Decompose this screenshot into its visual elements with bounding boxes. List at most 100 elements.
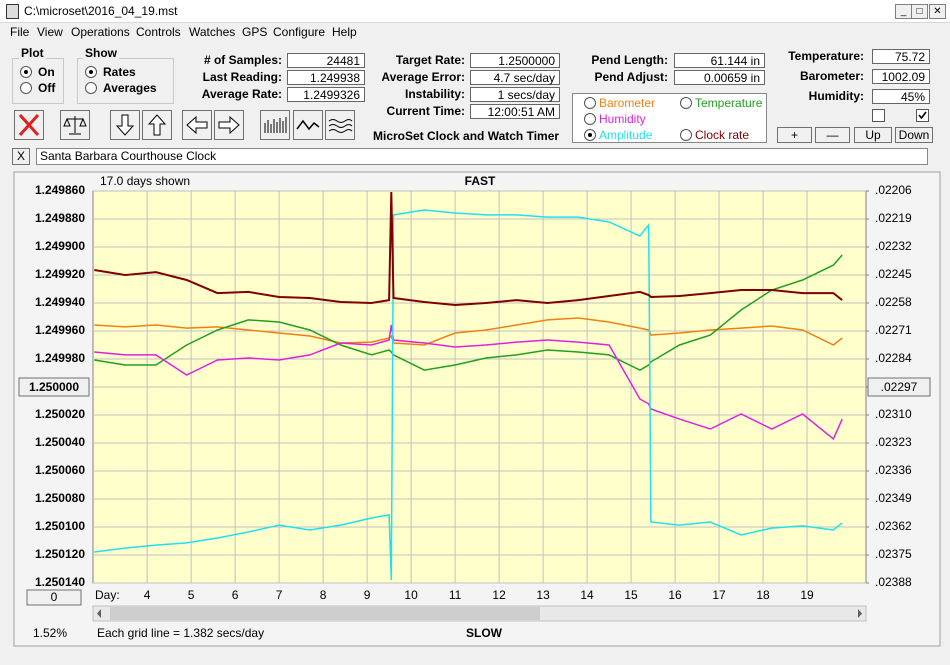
radio[interactable] — [20, 82, 32, 94]
legend-label[interactable]: Clock rate — [695, 128, 750, 142]
field-value[interactable]: 24481 — [287, 53, 365, 68]
x-tick-label: 15 — [624, 588, 638, 602]
waves-button[interactable] — [325, 110, 355, 140]
legend-label[interactable]: Barometer — [599, 96, 656, 110]
menu-item[interactable]: Controls — [136, 25, 181, 39]
y-tick-label: 1.249980 — [35, 351, 85, 365]
clock-name[interactable]: Santa Barbara Courthouse Clock — [36, 148, 928, 165]
balance-button[interactable] — [60, 110, 90, 140]
legend-label[interactable]: Temperature — [695, 96, 763, 110]
checkbox[interactable] — [916, 109, 929, 122]
wave-button[interactable] — [293, 110, 323, 140]
icon — [264, 117, 287, 133]
field-value[interactable]: 45% — [872, 89, 930, 104]
offset-button-label[interactable]: 0 — [51, 590, 58, 604]
field-value[interactable]: 12:00:51 AM — [470, 104, 560, 119]
series-line — [94, 191, 843, 307]
y2-tick-label: .02271 — [875, 323, 912, 337]
menu-item[interactable]: File — [10, 25, 30, 39]
legend-label[interactable]: Humidity — [599, 112, 646, 126]
field-value[interactable]: 4.7 sec/day — [470, 70, 560, 85]
field-value[interactable]: 1.2499326 — [287, 87, 365, 102]
offset-button[interactable] — [26, 589, 82, 606]
right-button[interactable] — [214, 110, 244, 140]
field-value[interactable]: 1.2500000 — [470, 53, 560, 68]
menu-item[interactable]: Watches — [189, 25, 236, 39]
button[interactable]: + — [777, 127, 812, 143]
x-tick-label: 4 — [144, 588, 151, 602]
clear-button[interactable]: X — [12, 148, 30, 165]
tick-button[interactable] — [867, 377, 931, 397]
icon — [218, 115, 240, 135]
x-tick-label: 11 — [449, 588, 462, 602]
radio-label[interactable]: Off — [38, 81, 56, 95]
icon — [115, 114, 135, 136]
field-label: Instability: — [404, 87, 465, 101]
field-value[interactable]: 0.00659 in — [674, 70, 765, 85]
legend-radio[interactable] — [680, 129, 692, 141]
y2-tick-label: .02336 — [875, 463, 912, 477]
y-tick-label: 1.250080 — [35, 491, 85, 505]
menu-bar: File View Operations Controls Watches GPS Conf… — [0, 22, 950, 42]
bars-button[interactable] — [260, 110, 290, 140]
menu-item[interactable]: Configure — [273, 25, 326, 39]
icon — [147, 114, 167, 136]
scroll-thumb[interactable] — [110, 607, 540, 620]
field-label: # of Samples: — [203, 53, 282, 67]
field-value[interactable]: 75.72 — [872, 49, 930, 64]
maximize[interactable]: □ — [911, 4, 928, 19]
checkbox[interactable] — [872, 109, 885, 122]
radio[interactable] — [85, 82, 97, 94]
button[interactable]: Up — [854, 127, 892, 143]
field-label: Average Error: — [381, 70, 465, 84]
show-group-label: Show — [83, 46, 119, 60]
button[interactable]: — — [815, 127, 850, 143]
icon — [63, 116, 87, 135]
x-tick-label: 18 — [756, 588, 770, 602]
field-label: Barometer: — [799, 69, 864, 83]
field-label: Pend Length: — [591, 53, 668, 67]
tick-button[interactable] — [18, 377, 90, 397]
minimize[interactable]: _ — [895, 4, 912, 19]
series-line — [94, 209, 843, 581]
down-button[interactable] — [110, 110, 140, 140]
lines — [94, 191, 843, 581]
up-button[interactable] — [142, 110, 172, 140]
radio-label[interactable]: Averages — [103, 81, 157, 95]
field-value[interactable]: 1 secs/day — [470, 87, 560, 102]
legend-radio[interactable] — [680, 97, 692, 109]
x-tick-label: 14 — [580, 588, 594, 602]
button[interactable]: Down — [895, 127, 933, 143]
radio[interactable] — [85, 66, 97, 78]
stop-button[interactable] — [14, 110, 44, 140]
legend-radio[interactable] — [584, 113, 596, 125]
y2-tick-label: .02258 — [875, 295, 912, 309]
y-tick-label: 1.250100 — [35, 519, 85, 533]
icon — [18, 113, 40, 137]
left-button[interactable] — [182, 110, 212, 140]
close[interactable]: ✕ — [929, 4, 946, 19]
legend-radio[interactable] — [584, 129, 596, 141]
y-tick-label[interactable]: 1.250000 — [29, 380, 79, 394]
field-value[interactable]: 61.144 in — [674, 53, 765, 68]
radio[interactable] — [20, 66, 32, 78]
y2-tick-label[interactable]: .02297 — [881, 380, 918, 394]
x-tick-label: 12 — [492, 588, 506, 602]
menu-item[interactable]: Help — [332, 25, 357, 39]
menu-item[interactable]: View — [37, 25, 63, 39]
legend-radio[interactable] — [584, 97, 596, 109]
radio-label[interactable]: On — [38, 65, 55, 79]
field-value[interactable]: 1002.09 — [872, 69, 930, 84]
y2-tick-label: .02375 — [875, 547, 912, 561]
field-value[interactable]: 1.249938 — [287, 70, 365, 85]
y-tick-label: 1.249900 — [35, 239, 85, 253]
x-tick-label: 13 — [536, 588, 550, 602]
y2-tick-label: .02284 — [875, 351, 912, 365]
x-tick-label: 7 — [276, 588, 283, 602]
menu-item[interactable]: Operations — [71, 25, 130, 39]
legend-label[interactable]: Amplitude — [599, 128, 653, 142]
menu-item[interactable]: GPS — [242, 25, 268, 39]
radio-label[interactable]: Rates — [103, 65, 136, 79]
